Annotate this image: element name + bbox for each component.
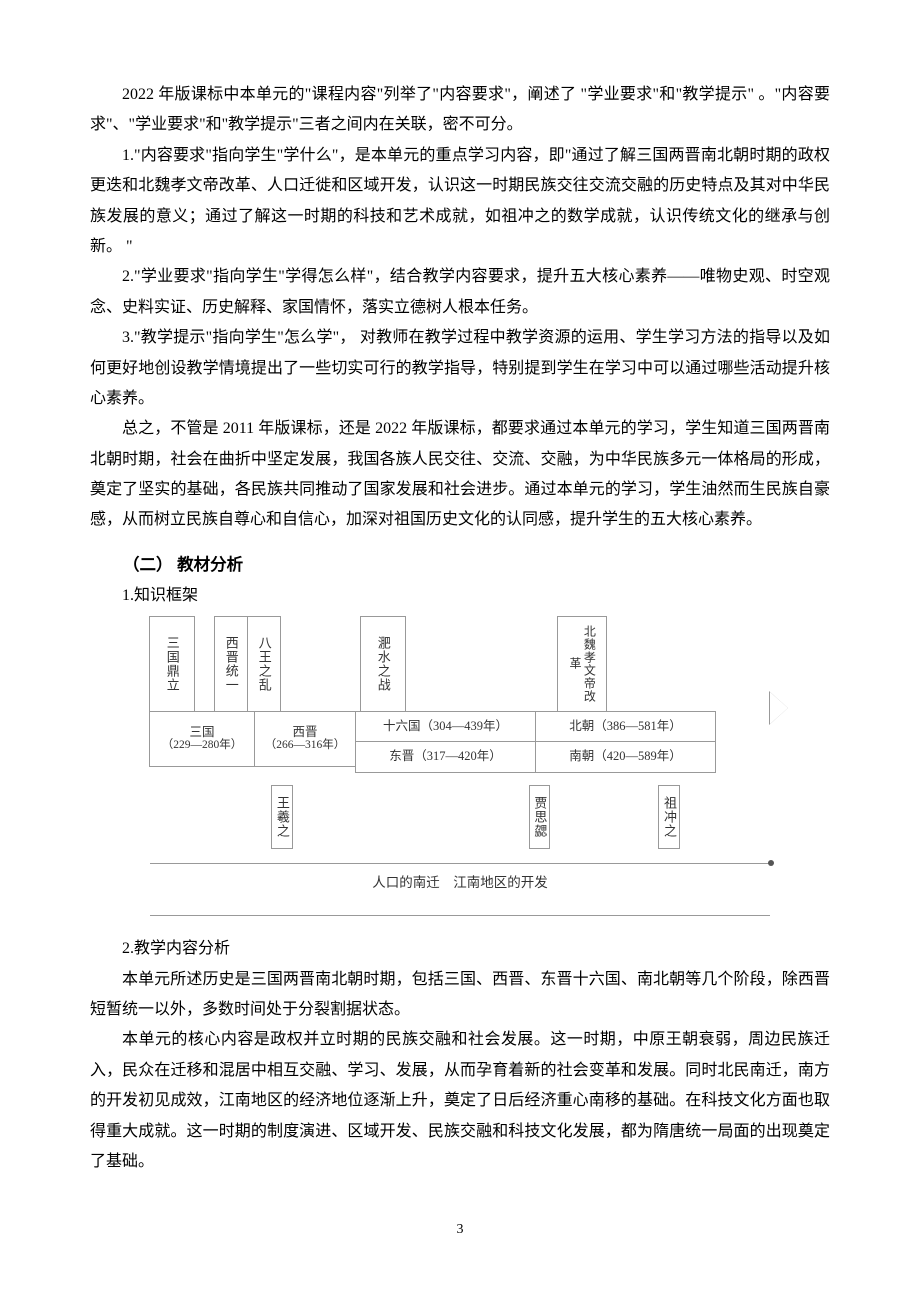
top-cell-bawang-zhiluan: 八王之乱 bbox=[247, 616, 281, 712]
paragraph-7: 本单元的核心内容是政权并立时期的民族交融和社会发展。这一时期，中原王朝衰弱，周边… bbox=[90, 1025, 830, 1177]
arrowhead-icon bbox=[770, 692, 788, 724]
top-label-4: 淝水之战 bbox=[375, 636, 391, 692]
paragraph-6: 本单元所述历史是三国两晋南北朝时期，包括三国、西晋、东晋十六国、南北朝等几个阶段… bbox=[90, 965, 830, 1026]
lower-cell-jiasixie: 贾思勰 bbox=[529, 785, 551, 849]
mid-cell-nanchao: 南朝（420—589年） bbox=[535, 741, 716, 773]
paragraph-4: 3."教学提示"指向学生"怎么学"， 对教师在教学过程中教学资源的运用、学生学习… bbox=[90, 323, 830, 414]
page-number: 3 bbox=[90, 1217, 830, 1244]
lower-cell-wangxizhi: 王羲之 bbox=[271, 785, 293, 849]
mid-stack-center: 十六国（304—439年） 东晋（317—420年） bbox=[356, 711, 536, 767]
mid-sanguo-years: （229—280年） bbox=[162, 739, 243, 752]
mid-cell-xijin: 西晋 （266—316年） bbox=[254, 711, 356, 767]
arrow-dot-icon bbox=[768, 860, 774, 866]
lower-label-zu: 祖冲之 bbox=[661, 796, 677, 838]
lower-label-jia: 贾思勰 bbox=[532, 796, 548, 838]
top-label-1: 三国鼎立 bbox=[164, 636, 180, 692]
mid-cell-sanguo: 三国 （229—280年） bbox=[149, 711, 255, 767]
top-label-2: 西晋统一 bbox=[223, 636, 239, 692]
mid-cell-shiliu: 十六国（304—439年） bbox=[355, 711, 536, 743]
mid-xijin-label: 西晋 bbox=[292, 725, 317, 739]
section-2-title: （二） 教材分析 bbox=[90, 550, 830, 581]
knowledge-framework-diagram: 三国鼎立 西晋统一 八王之乱 淝水之战 北魏孝文帝改革 三国 （229—280年… bbox=[150, 616, 770, 917]
diagram-top-row: 三国鼎立 西晋统一 八王之乱 淝水之战 北魏孝文帝改革 bbox=[150, 616, 770, 712]
paragraph-1: 2022 年版课标中本单元的"课程内容"列举了"内容要求"，阐述了 "学业要求"… bbox=[90, 80, 830, 141]
diagram-bottom-label: 人口的南迁 江南地区的开发 bbox=[150, 864, 770, 896]
diagram-lower-row: 王羲之 贾思勰 祖冲之 bbox=[150, 785, 770, 849]
mid-xijin-years: （266—316年） bbox=[265, 739, 346, 752]
top-cell-feishui: 淝水之战 bbox=[360, 616, 406, 712]
mid-cell-beichao: 北朝（386—581年） bbox=[535, 711, 716, 743]
top-label-3: 八王之乱 bbox=[256, 636, 272, 692]
paragraph-5: 总之，不管是 2011 年版课标，还是 2022 年版课标，都要求通过本单元的学… bbox=[90, 414, 830, 536]
mid-sanguo-label: 三国 bbox=[189, 725, 214, 739]
top-label-5: 北魏孝文帝改革 bbox=[568, 621, 597, 707]
diagram-mid-row: 三国 （229—280年） 西晋 （266—316年） 十六国（304—439年… bbox=[150, 711, 770, 767]
paragraph-3: 2."学业要求"指向学生"学得怎么样"，结合教学内容要求，提升五大核心素养——唯… bbox=[90, 262, 830, 323]
subitem-2: 2.教学内容分析 bbox=[90, 934, 830, 964]
mid-stack-right: 北朝（386—581年） 南朝（420—589年） bbox=[536, 711, 716, 767]
lower-label-wang: 王羲之 bbox=[274, 796, 290, 838]
top-cell-sanguo-dingli: 三国鼎立 bbox=[149, 616, 195, 712]
top-cell-xiaowendi: 北魏孝文帝改革 bbox=[557, 616, 607, 712]
paragraph-2: 1."内容要求"指向学生"学什么"，是本单元的重点学习内容，即"通过了解三国两晋… bbox=[90, 141, 830, 263]
lower-cell-zuchongzhi: 祖冲之 bbox=[658, 785, 680, 849]
top-cell-xijin-tongyi: 西晋统一 bbox=[214, 616, 248, 712]
subitem-1: 1.知识框架 bbox=[90, 581, 830, 611]
mid-cell-dongjin: 东晋（317—420年） bbox=[355, 741, 536, 773]
